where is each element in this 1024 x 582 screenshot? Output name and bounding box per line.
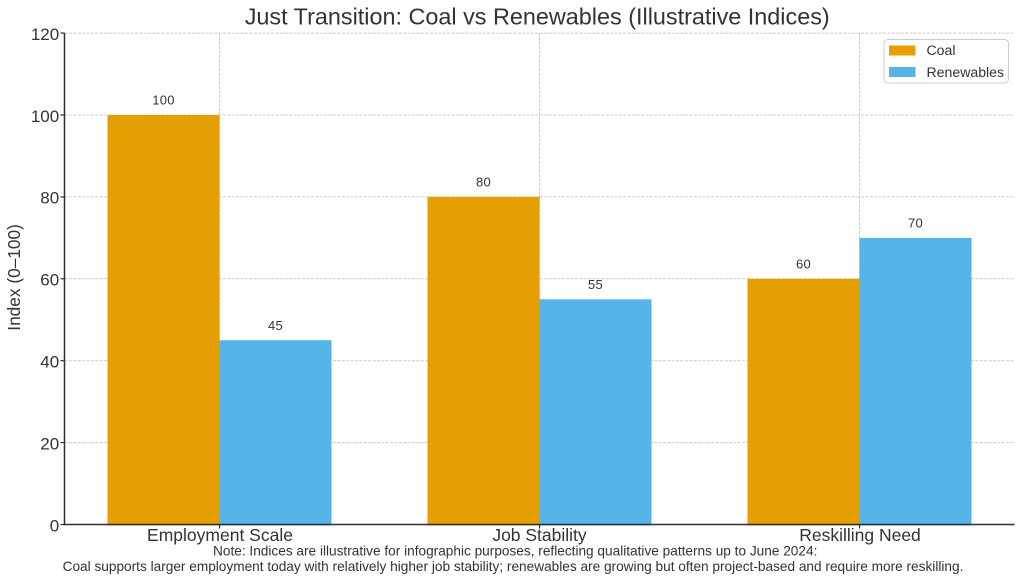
svg-text:70: 70	[908, 216, 923, 231]
svg-text:Note: Indices are illustrative: Note: Indices are illustrative for infog…	[213, 544, 817, 559]
svg-text:45: 45	[268, 318, 283, 333]
svg-text:Index (0–100): Index (0–100)	[4, 224, 24, 331]
svg-text:55: 55	[588, 277, 603, 292]
svg-text:40: 40	[40, 353, 59, 372]
svg-text:Reskilling Need: Reskilling Need	[799, 525, 921, 545]
svg-text:Just Transition: Coal vs Renew: Just Transition: Coal vs Renewables (Ill…	[245, 4, 830, 30]
svg-text:0: 0	[50, 516, 59, 535]
svg-text:80: 80	[40, 189, 59, 208]
svg-text:Employment Scale: Employment Scale	[147, 525, 293, 545]
svg-text:100: 100	[152, 93, 175, 108]
svg-text:120: 120	[31, 25, 59, 44]
svg-text:Renewables: Renewables	[927, 64, 1005, 80]
svg-text:60: 60	[796, 256, 811, 271]
svg-text:Coal supports larger employmen: Coal supports larger employment today wi…	[63, 559, 964, 574]
svg-text:Coal: Coal	[927, 42, 956, 58]
svg-text:100: 100	[31, 107, 59, 126]
svg-text:Job Stability: Job Stability	[492, 525, 587, 545]
svg-text:20: 20	[40, 434, 59, 453]
svg-text:60: 60	[40, 271, 59, 290]
svg-text:80: 80	[476, 175, 491, 190]
